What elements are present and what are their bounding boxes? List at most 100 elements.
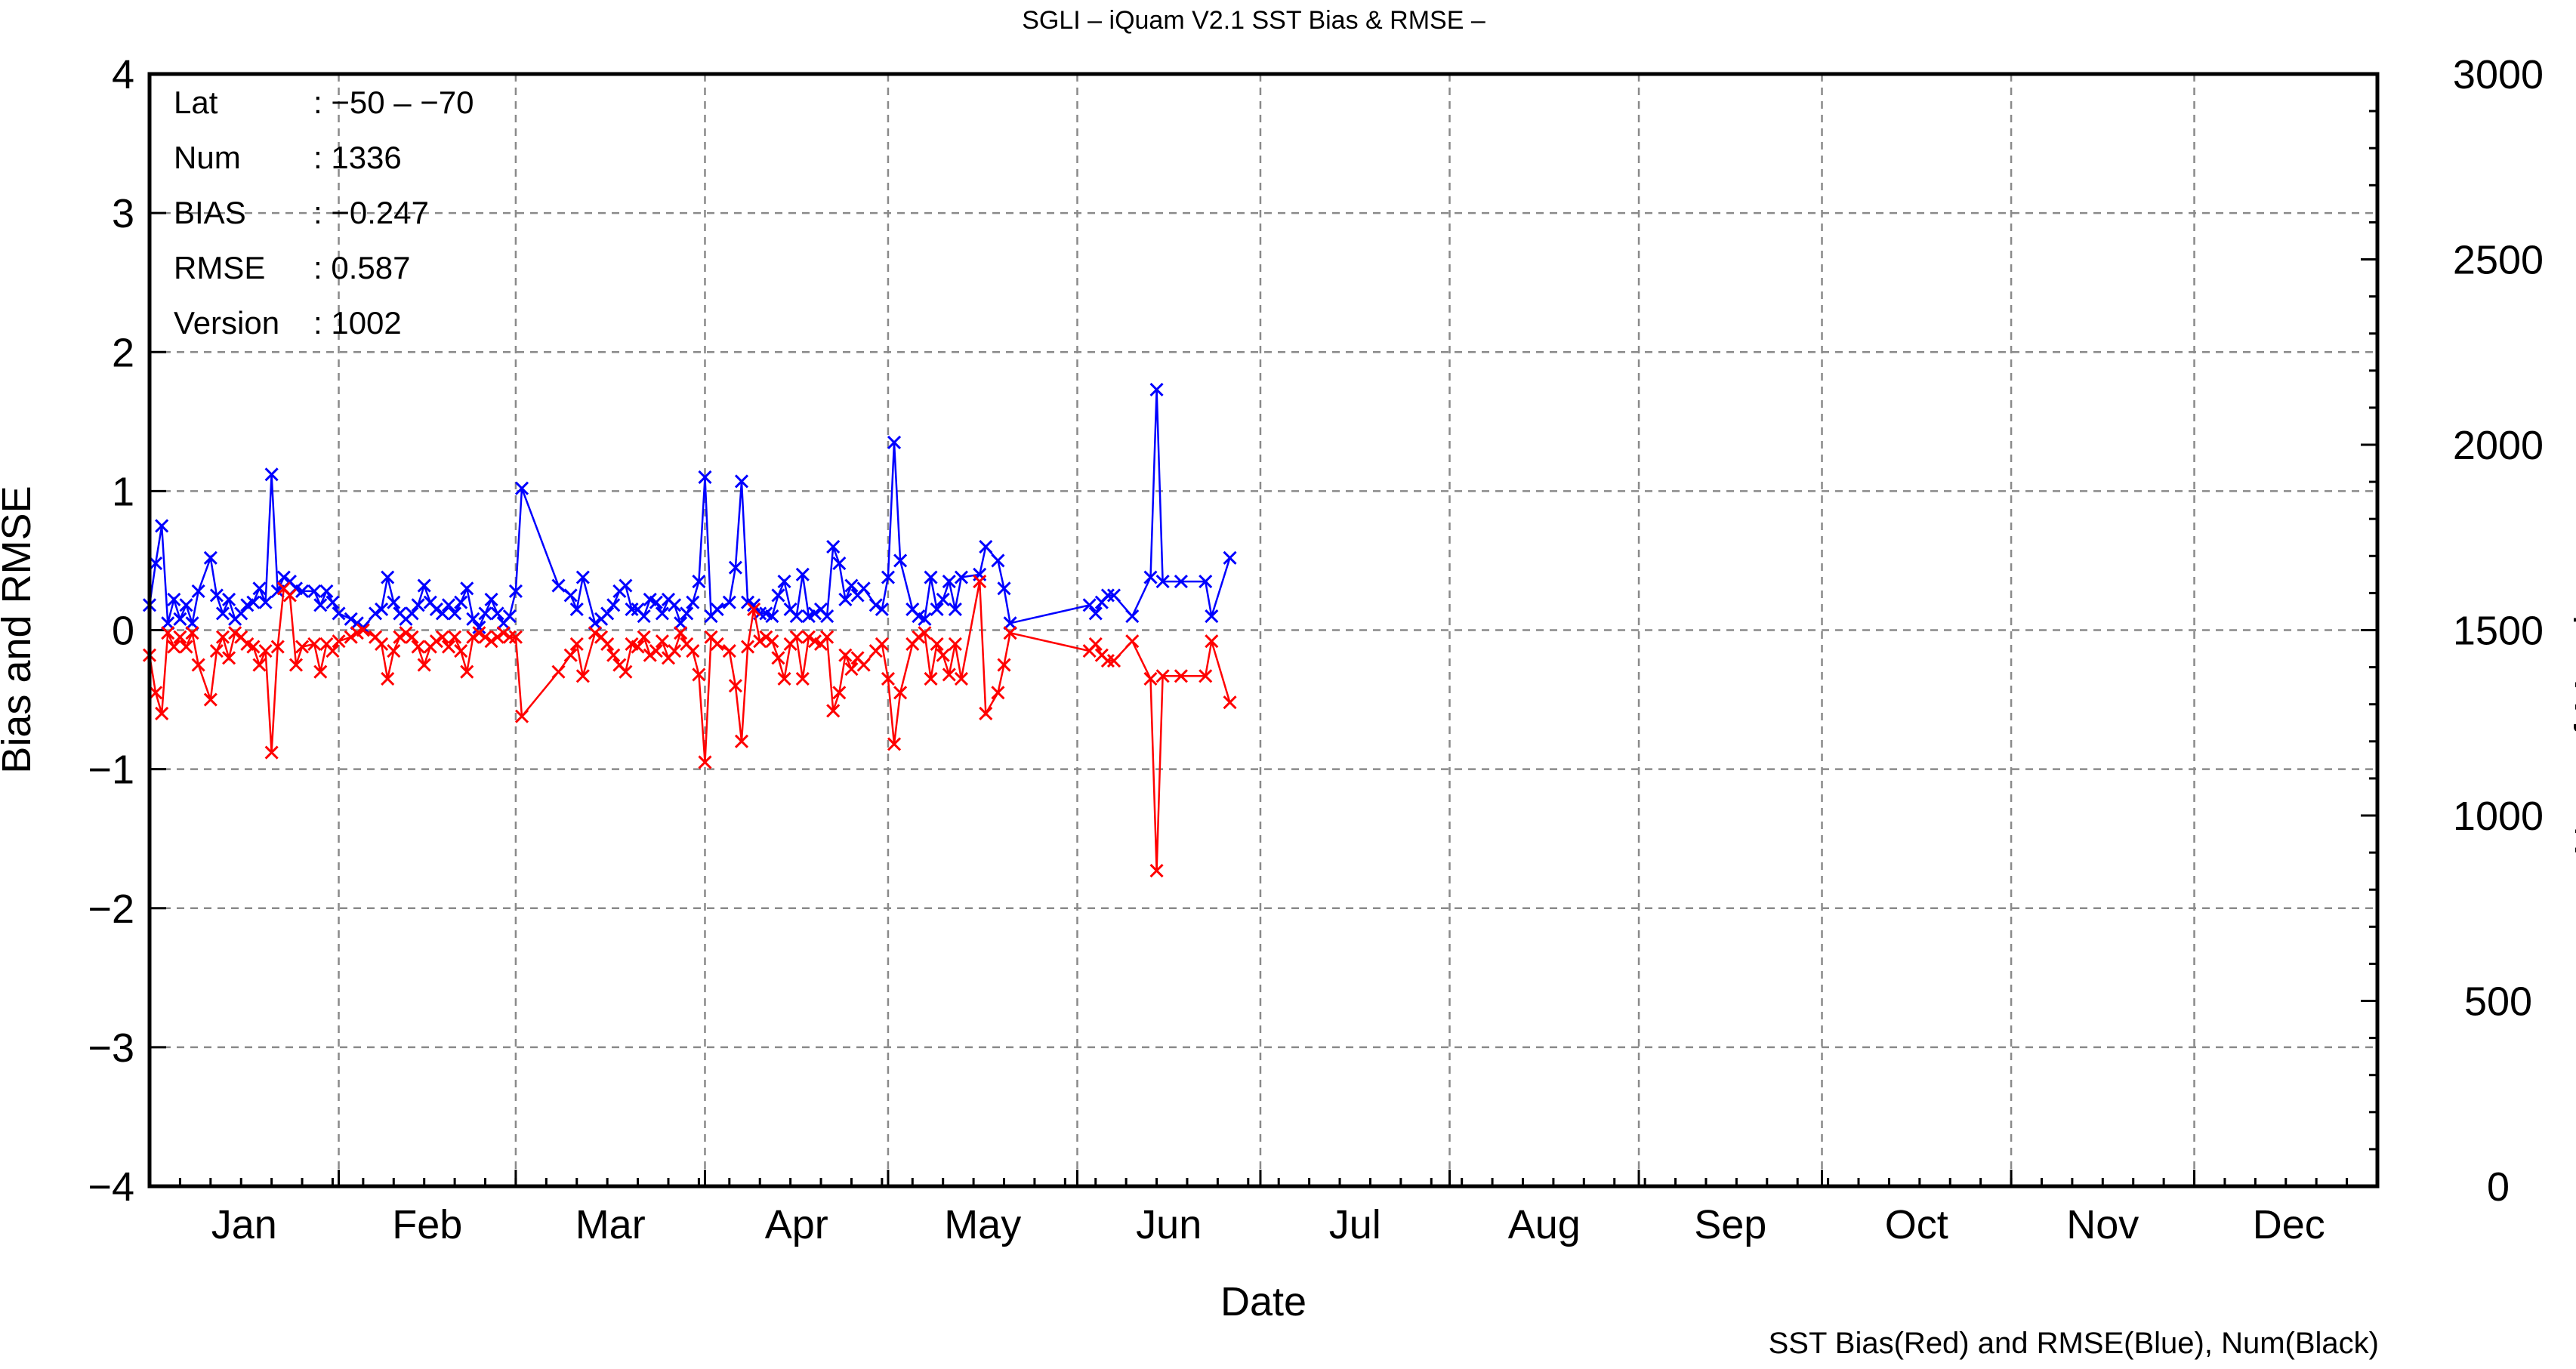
y2-tick-label: 2500 bbox=[2453, 238, 2544, 283]
month-label-sep: Sep bbox=[1694, 1202, 1766, 1247]
rmse-point bbox=[215, 606, 230, 621]
footer-legend: SST Bias(Red) and RMSE(Blue), Num(Black) bbox=[1769, 1327, 2379, 1360]
rmse-point bbox=[387, 595, 401, 609]
rmse-point bbox=[185, 616, 199, 631]
bias-point bbox=[246, 640, 261, 654]
rmse-point bbox=[820, 609, 835, 624]
rmse-point bbox=[448, 606, 462, 621]
bias-point bbox=[417, 658, 431, 672]
bias-point bbox=[1003, 626, 1017, 640]
bias-point bbox=[332, 634, 346, 649]
rmse-point bbox=[252, 581, 267, 596]
bias-point bbox=[575, 669, 590, 683]
bias-point bbox=[508, 630, 523, 644]
bias-point bbox=[918, 626, 932, 640]
bias-point bbox=[991, 686, 1005, 700]
rmse-point bbox=[222, 592, 236, 607]
rmse-point bbox=[1174, 574, 1188, 589]
rmse-point bbox=[563, 588, 578, 603]
rmse-point bbox=[832, 557, 847, 571]
bias-point bbox=[435, 630, 450, 644]
rmse-point bbox=[307, 584, 322, 599]
rmse-point bbox=[600, 606, 615, 621]
month-label-apr: Apr bbox=[765, 1202, 828, 1247]
rmse-point bbox=[1100, 588, 1115, 603]
bias-point bbox=[344, 630, 358, 644]
y-axis-label: Bias and RMSE bbox=[0, 486, 39, 773]
bias-point bbox=[155, 706, 169, 721]
plot-frame bbox=[147, 72, 2380, 1189]
bias-point bbox=[551, 664, 566, 679]
bias-point bbox=[979, 706, 993, 721]
bias-point bbox=[313, 664, 328, 679]
bias-point bbox=[655, 634, 669, 649]
rmse-point bbox=[844, 578, 859, 593]
bias-point bbox=[295, 640, 310, 654]
rmse-point bbox=[625, 602, 639, 616]
bias-point bbox=[820, 630, 835, 644]
rmse-point bbox=[332, 606, 346, 621]
bias-point bbox=[478, 630, 492, 644]
rmse-point bbox=[1082, 598, 1097, 612]
rmse-point bbox=[954, 570, 968, 584]
bias-point bbox=[881, 671, 896, 686]
rmse-point bbox=[179, 598, 193, 612]
y2-tick-label: 0 bbox=[2487, 1164, 2510, 1210]
bias-point bbox=[832, 686, 847, 700]
rmse-point bbox=[460, 581, 474, 596]
rmse-point bbox=[1088, 606, 1103, 621]
bias-point bbox=[948, 637, 962, 651]
info-label-lat: Lat bbox=[174, 85, 218, 120]
bias-point bbox=[167, 640, 181, 654]
bias-point bbox=[954, 671, 968, 686]
rmse-point bbox=[674, 616, 688, 631]
bias-point bbox=[856, 658, 871, 672]
bias-point bbox=[569, 637, 584, 651]
rmse-point bbox=[887, 435, 902, 449]
rmse-point bbox=[435, 606, 450, 621]
rmse-point bbox=[734, 474, 749, 489]
y2-tick-label: 1500 bbox=[2453, 609, 2544, 654]
bias-point bbox=[777, 671, 791, 686]
bias-point bbox=[942, 668, 956, 682]
bias-point bbox=[203, 692, 217, 707]
rmse-point bbox=[1205, 609, 1219, 624]
rmse-point bbox=[686, 595, 700, 609]
bias-point bbox=[753, 634, 767, 649]
rmse-point bbox=[948, 602, 962, 616]
bias-point bbox=[887, 737, 902, 751]
bias-point bbox=[1125, 634, 1140, 649]
info-label-num: Num bbox=[174, 140, 241, 175]
bias-point bbox=[893, 686, 908, 700]
rmse-point bbox=[930, 602, 944, 616]
info-value-lat: : −50 – −70 bbox=[313, 85, 474, 120]
bias-point bbox=[258, 644, 273, 658]
rmse-point bbox=[258, 595, 273, 609]
rmse-point bbox=[173, 612, 187, 626]
rmse-point bbox=[619, 578, 633, 593]
rmse-point bbox=[381, 570, 395, 584]
rmse-point bbox=[881, 570, 896, 584]
bias-point bbox=[484, 634, 498, 649]
bias-point bbox=[1106, 653, 1121, 668]
rmse-point bbox=[765, 609, 779, 624]
bias-point bbox=[698, 755, 712, 769]
rmse-point bbox=[1223, 550, 1237, 565]
rmse-point bbox=[246, 595, 261, 609]
bias-point bbox=[325, 644, 340, 658]
month-label-feb: Feb bbox=[392, 1202, 462, 1247]
rmse-point bbox=[508, 584, 523, 599]
bias-point bbox=[765, 634, 779, 649]
bias-point bbox=[411, 640, 425, 654]
bias-point bbox=[307, 637, 322, 651]
bias-point bbox=[393, 630, 407, 644]
bias-point bbox=[668, 644, 682, 658]
bias-point bbox=[514, 709, 529, 723]
y-tick-label: 1 bbox=[112, 469, 134, 514]
rmse-point bbox=[606, 598, 621, 612]
bias-point bbox=[454, 644, 468, 658]
rmse-point bbox=[209, 588, 224, 603]
rmse-point bbox=[649, 595, 663, 609]
series-rmse bbox=[142, 382, 1237, 634]
month-label-jan: Jan bbox=[211, 1202, 277, 1247]
